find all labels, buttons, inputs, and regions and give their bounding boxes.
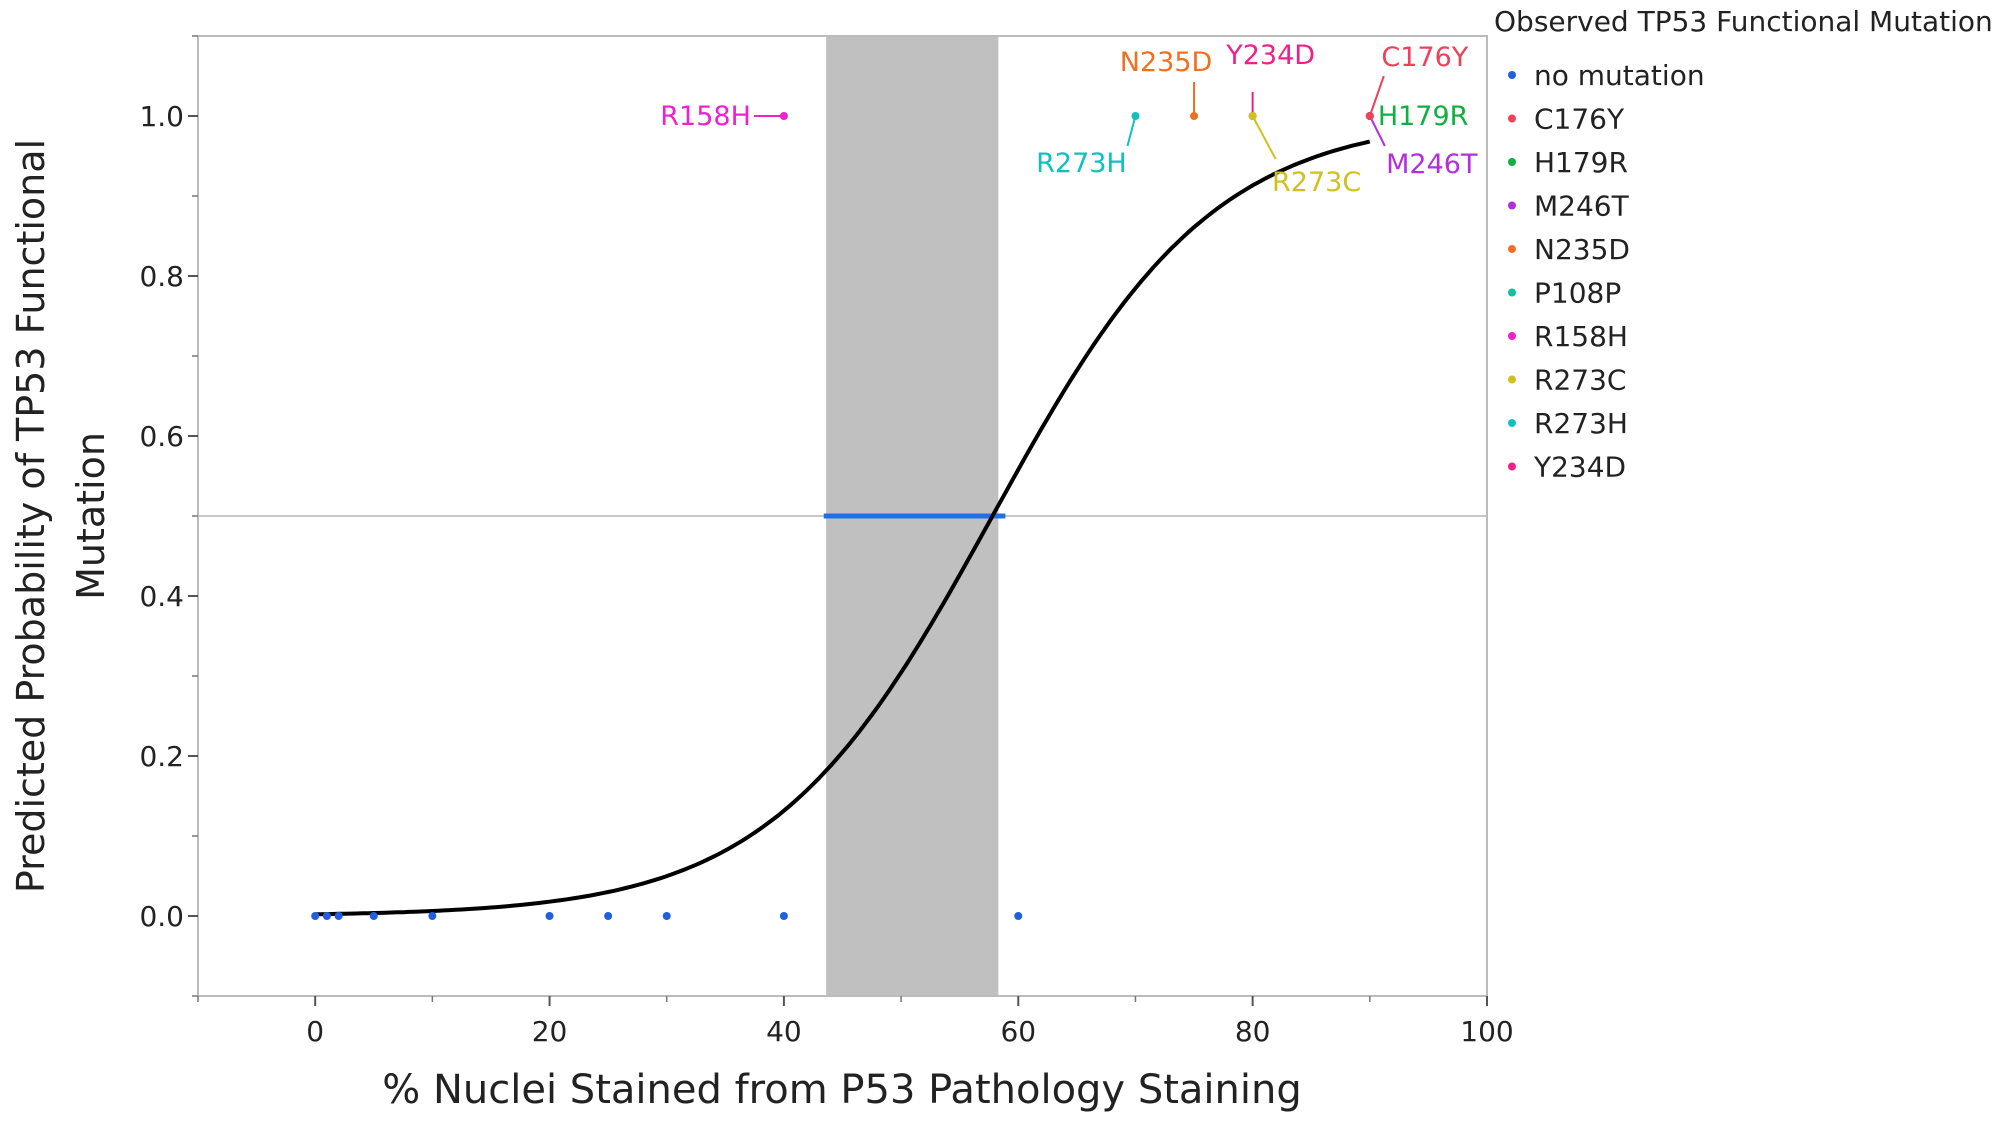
- legend-label: R273H: [1534, 407, 1628, 440]
- plot-area: R158H R273H N235D Y234D R273C M246T H179R C176Y: [198, 36, 1487, 996]
- legend-marker: [1508, 419, 1516, 427]
- y-axis-title-line-1: Predicted Probability of TP53 Functional: [9, 139, 53, 893]
- legend-marker: [1508, 332, 1516, 340]
- point-label-r158h: R158H: [660, 101, 751, 132]
- legend-marker: [1508, 245, 1516, 253]
- x-tick-label: 20: [532, 1015, 568, 1048]
- legend-label: Y234D: [1533, 451, 1626, 484]
- x-axis-title: % Nuclei Stained from P53 Pathology Stai…: [382, 1067, 1301, 1113]
- data-point: [545, 912, 554, 920]
- legend-label: C176Y: [1534, 103, 1625, 136]
- legend-marker: [1508, 201, 1516, 210]
- data-point: [311, 912, 320, 920]
- point-label-r273h: R273H: [1036, 148, 1127, 179]
- point-label-m246t: M246T: [1386, 149, 1478, 180]
- legend-item: Y234D: [1508, 451, 1626, 484]
- legend-label: N235D: [1534, 233, 1630, 266]
- point-label-c176y: C176Y: [1381, 42, 1468, 73]
- legend-label: no mutation: [1534, 59, 1705, 92]
- x-tick-label: 80: [1235, 1015, 1271, 1048]
- y-axis-title-line-2: Mutation: [69, 432, 113, 600]
- x-tick-label: 40: [766, 1015, 802, 1048]
- data-point: [1248, 112, 1257, 120]
- legend-title: Observed TP53 Functional Mutation: [1494, 5, 1993, 38]
- legend-marker: [1508, 71, 1516, 79]
- legend-marker: [1508, 288, 1516, 297]
- legend: Observed TP53 Functional Mutation no mut…: [1494, 5, 1993, 484]
- legend-item: R158H: [1508, 320, 1628, 353]
- legend-marker: [1508, 375, 1516, 384]
- annotation-leader: [1368, 115, 1386, 147]
- legend-label: H179R: [1534, 146, 1628, 179]
- fit-curve: [315, 139, 1371, 917]
- data-point: [779, 912, 788, 920]
- point-label-r273c: R273C: [1272, 167, 1361, 198]
- x-tick-label: 0: [306, 1015, 324, 1048]
- y-tick-label: 0.8: [139, 260, 184, 293]
- x-tick-label: 60: [1000, 1015, 1036, 1048]
- legend-label: P108P: [1534, 277, 1621, 310]
- legend-item: M246T: [1508, 190, 1630, 223]
- data-point: [369, 912, 378, 920]
- legend-item: R273C: [1508, 364, 1626, 397]
- data-point: [1131, 112, 1140, 120]
- legend-label: R273C: [1534, 364, 1626, 397]
- legend-item: P108P: [1508, 277, 1621, 310]
- axes: 0.0 0.2 0.4 0.6 0.8 1.0 0 20 40 60 80 100: [139, 35, 1514, 1048]
- annotation-leader: [1126, 115, 1137, 147]
- data-point: [604, 912, 613, 920]
- legend-label: R158H: [1534, 320, 1628, 353]
- legend-item: N235D: [1508, 233, 1630, 266]
- point-label-n235d: N235D: [1120, 47, 1213, 78]
- data-point: [322, 912, 331, 920]
- legend-label: M246T: [1534, 190, 1630, 223]
- legend-marker: [1508, 114, 1516, 123]
- legend-item: H179R: [1508, 146, 1628, 179]
- data-point: [334, 912, 343, 920]
- legend-marker: [1508, 462, 1516, 471]
- legend-item: no mutation: [1508, 59, 1705, 92]
- y-tick-label: 0.2: [139, 740, 184, 773]
- point-label-h179r: H179R: [1378, 101, 1469, 132]
- y-tick-label: 0.6: [139, 420, 184, 453]
- legend-item: C176Y: [1508, 103, 1625, 136]
- data-point: [428, 912, 437, 920]
- y-tick-label: 0.0: [139, 900, 184, 933]
- annotation-leader: [1368, 75, 1385, 117]
- legend-marker: [1508, 158, 1516, 166]
- y-axis-title: Predicted Probability of TP53 Functional…: [9, 139, 113, 893]
- data-point: [779, 112, 788, 120]
- legend-item: R273H: [1508, 407, 1628, 440]
- data-point: [662, 912, 671, 920]
- y-tick-label: 0.4: [139, 580, 184, 613]
- data-point: [1014, 912, 1023, 920]
- point-label-y234d: Y234D: [1225, 40, 1315, 71]
- y-tick-label: 1.0: [139, 100, 184, 133]
- data-point: [1190, 112, 1199, 120]
- annotation-leader: [1251, 115, 1277, 160]
- x-tick-label: 100: [1460, 1015, 1513, 1048]
- data-point: [1365, 112, 1374, 120]
